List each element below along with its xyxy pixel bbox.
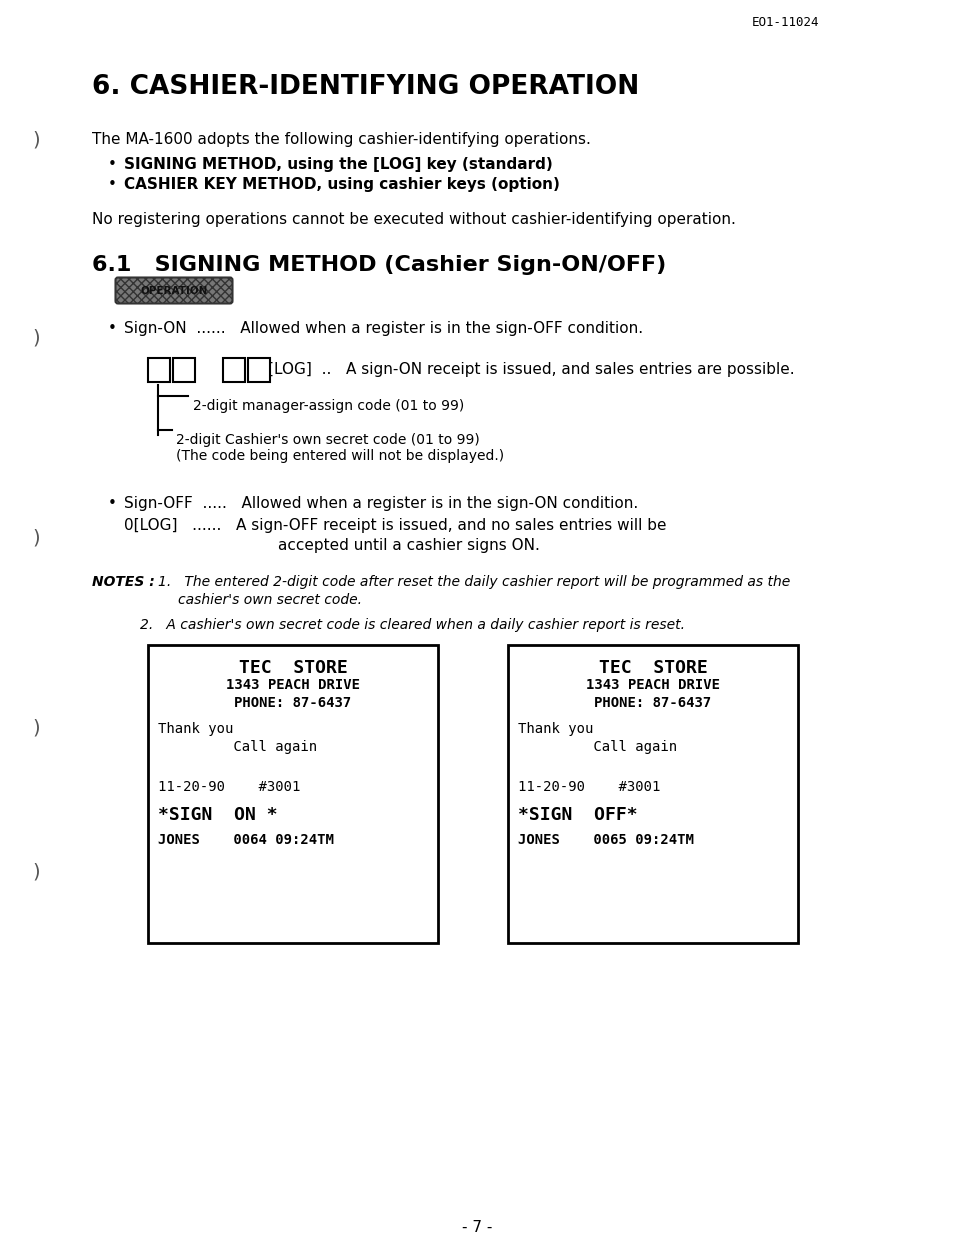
- Bar: [172, 357, 194, 382]
- Text: Thank you: Thank you: [158, 722, 233, 736]
- Text: ): ): [32, 527, 40, 547]
- Text: *SIGN  OFF*: *SIGN OFF*: [517, 805, 637, 824]
- Text: accepted until a cashier signs ON.: accepted until a cashier signs ON.: [277, 539, 539, 553]
- Text: TEC  STORE: TEC STORE: [598, 659, 706, 678]
- Text: PHONE: 87-6437: PHONE: 87-6437: [594, 696, 711, 710]
- Text: OPERATION: OPERATION: [140, 285, 208, 295]
- Text: CASHIER KEY METHOD, using cashier keys (option): CASHIER KEY METHOD, using cashier keys (…: [124, 177, 559, 192]
- Text: Thank you: Thank you: [517, 722, 593, 736]
- Text: No registering operations cannot be executed without cashier-identifying operati: No registering operations cannot be exec…: [91, 212, 735, 227]
- Text: PHONE: 87-6437: PHONE: 87-6437: [234, 696, 352, 710]
- Text: JONES    0064 09:24TM: JONES 0064 09:24TM: [158, 833, 334, 848]
- Text: •: •: [108, 321, 117, 336]
- Text: 6.1   SIGNING METHOD (Cashier Sign-ON/OFF): 6.1 SIGNING METHOD (Cashier Sign-ON/OFF): [91, 254, 665, 276]
- Text: [LOG]  ..   A sign-ON receipt is issued, and sales entries are possible.: [LOG] .. A sign-ON receipt is issued, an…: [268, 362, 794, 377]
- Text: TEC  STORE: TEC STORE: [238, 659, 347, 678]
- Text: JONES    0065 09:24TM: JONES 0065 09:24TM: [517, 833, 693, 848]
- Text: NOTES :: NOTES :: [91, 575, 154, 589]
- Text: 2-digit manager-assign code (01 to 99): 2-digit manager-assign code (01 to 99): [193, 400, 464, 413]
- Text: ): ): [32, 719, 40, 737]
- Text: 1.   The entered 2-digit code after reset the daily cashier report will be progr: 1. The entered 2-digit code after reset …: [158, 575, 789, 589]
- Text: Call again: Call again: [158, 740, 316, 755]
- Text: SIGNING METHOD, using the [LOG] key (standard): SIGNING METHOD, using the [LOG] key (sta…: [124, 158, 552, 172]
- Text: •: •: [108, 158, 117, 172]
- Text: cashier's own secret code.: cashier's own secret code.: [178, 593, 361, 607]
- Text: The MA-1600 adopts the following cashier-identifying operations.: The MA-1600 adopts the following cashier…: [91, 132, 590, 146]
- Bar: [223, 357, 245, 382]
- Text: 11-20-90    #3001: 11-20-90 #3001: [158, 781, 300, 794]
- Text: Sign-OFF  .....   Allowed when a register is in the sign-ON condition.: Sign-OFF ..... Allowed when a register i…: [124, 496, 638, 511]
- Text: 1343 PEACH DRIVE: 1343 PEACH DRIVE: [226, 678, 359, 692]
- Text: ): ): [32, 130, 40, 149]
- Bar: [507, 645, 797, 943]
- Text: (The code being entered will not be displayed.): (The code being entered will not be disp…: [175, 449, 503, 463]
- Text: 6. CASHIER-IDENTIFYING OPERATION: 6. CASHIER-IDENTIFYING OPERATION: [91, 74, 639, 101]
- Text: 1343 PEACH DRIVE: 1343 PEACH DRIVE: [585, 678, 720, 692]
- Text: - 7 -: - 7 -: [461, 1220, 492, 1235]
- Bar: [248, 357, 270, 382]
- Text: Call again: Call again: [517, 740, 677, 755]
- FancyBboxPatch shape: [115, 278, 233, 304]
- Text: Sign-ON  ......   Allowed when a register is in the sign-OFF condition.: Sign-ON ...... Allowed when a register i…: [124, 321, 642, 336]
- Text: ): ): [32, 862, 40, 881]
- Text: 2-digit Cashier's own secret code (01 to 99): 2-digit Cashier's own secret code (01 to…: [175, 433, 479, 447]
- Text: 11-20-90    #3001: 11-20-90 #3001: [517, 781, 659, 794]
- Text: 2.   A cashier's own secret code is cleared when a daily cashier report is reset: 2. A cashier's own secret code is cleare…: [140, 618, 684, 632]
- Text: ): ): [32, 328, 40, 347]
- Text: •: •: [108, 177, 117, 192]
- Bar: [148, 645, 437, 943]
- Text: •: •: [108, 496, 117, 511]
- Text: *SIGN  ON *: *SIGN ON *: [158, 805, 277, 824]
- Text: EO1-11024: EO1-11024: [751, 16, 819, 29]
- Text: 0[LOG]   ......   A sign-OFF receipt is issued, and no sales entries will be: 0[LOG] ...... A sign-OFF receipt is issu…: [124, 517, 666, 532]
- Bar: [148, 357, 170, 382]
